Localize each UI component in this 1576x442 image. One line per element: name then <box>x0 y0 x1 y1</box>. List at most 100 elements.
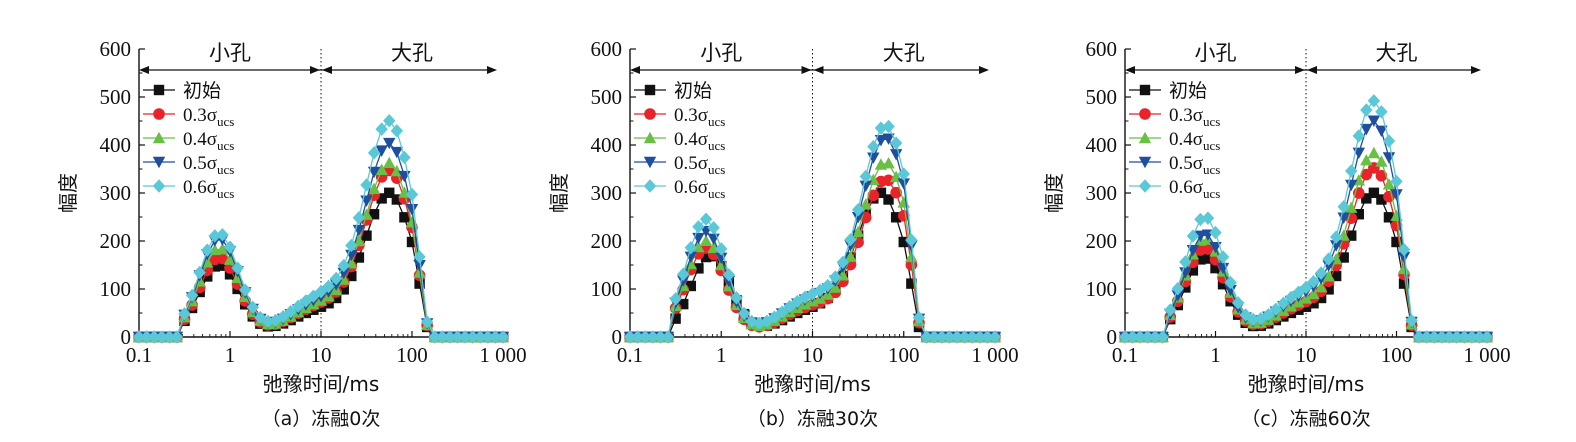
data-point <box>654 330 667 344</box>
data-point <box>897 178 910 190</box>
panel-caption: （a）冻融0次 <box>262 408 381 430</box>
data-point <box>132 330 146 344</box>
data-point <box>1299 280 1313 295</box>
data-point <box>193 265 206 280</box>
legend-label-base: 0.4σ <box>183 129 217 150</box>
data-point <box>451 330 464 344</box>
data-point <box>1367 94 1381 108</box>
y-tick-label: 200 <box>591 229 623 253</box>
region-label-small-pore: 小孔 <box>209 41 251 65</box>
data-point <box>383 113 396 128</box>
region-label-small-pore: 小孔 <box>1195 41 1237 65</box>
data-point <box>1308 298 1319 309</box>
data-point <box>1322 252 1335 266</box>
data-point <box>897 167 910 181</box>
data-point <box>1216 250 1230 264</box>
data-point <box>1345 201 1358 213</box>
data-point <box>1353 209 1364 220</box>
y-axis-title: 幅度 <box>547 173 571 213</box>
data-point <box>1186 229 1200 243</box>
data-point <box>859 198 872 210</box>
data-point <box>1202 253 1214 264</box>
data-point <box>1337 200 1350 214</box>
y-tick-label: 0 <box>1107 325 1118 349</box>
x-tick-label: 100 <box>1381 343 1413 367</box>
data-point <box>1195 254 1206 265</box>
data-point <box>1187 265 1199 276</box>
x-tick-label: 10 <box>311 343 332 367</box>
data-point <box>867 139 880 154</box>
data-point <box>345 238 358 253</box>
x-tick-label: 10 <box>802 343 823 367</box>
data-point <box>223 253 237 265</box>
data-point <box>314 284 328 299</box>
data-point <box>905 233 918 247</box>
data-point <box>867 189 880 202</box>
legend-label: 0.5σucs <box>1169 153 1220 177</box>
legend-marker <box>644 108 656 120</box>
data-point <box>1368 187 1380 198</box>
data-point <box>890 186 902 199</box>
arrow-left-head <box>1125 66 1135 74</box>
data-point <box>890 212 902 223</box>
data-point <box>155 330 168 344</box>
data-point <box>1345 179 1358 192</box>
data-point <box>874 135 888 147</box>
data-point <box>1217 279 1229 290</box>
data-point <box>707 220 720 235</box>
data-point <box>1323 284 1334 295</box>
data-point <box>338 284 349 295</box>
region-label-large-pore: 大孔 <box>883 41 925 65</box>
data-point <box>730 291 743 305</box>
data-point <box>1473 330 1486 344</box>
data-point <box>1450 330 1464 344</box>
data-point <box>1391 236 1402 248</box>
data-point <box>1480 330 1494 344</box>
data-point <box>1360 123 1373 136</box>
arrow-right-head <box>1471 66 1481 74</box>
data-point <box>367 146 381 160</box>
data-point <box>352 234 366 247</box>
legend-marker <box>153 84 165 96</box>
y-tick-label: 500 <box>100 85 132 109</box>
data-point <box>346 270 357 282</box>
data-point <box>737 306 751 321</box>
data-point <box>684 240 698 255</box>
y-tick-label: 500 <box>1086 85 1118 109</box>
legend-marker <box>152 156 166 169</box>
legend-marker <box>644 84 656 96</box>
data-point <box>337 258 350 273</box>
data-point <box>623 330 637 344</box>
legend-marker <box>643 179 657 193</box>
data-point <box>1398 278 1410 289</box>
data-point <box>1247 312 1260 327</box>
legend-label: 0.5σucs <box>674 153 725 177</box>
data-point <box>170 330 184 344</box>
data-point <box>140 330 153 344</box>
data-point <box>898 236 909 248</box>
legend-label-base: 0.3σ <box>183 105 217 126</box>
data-point <box>1360 153 1373 166</box>
x-tick-label: 0.1 <box>617 343 643 367</box>
arrow-left-head <box>1307 66 1317 74</box>
data-point <box>216 242 229 255</box>
data-point <box>1269 302 1283 317</box>
arrow-right-head <box>801 66 812 74</box>
data-point <box>178 307 191 321</box>
data-point <box>722 268 736 282</box>
data-point <box>390 124 404 138</box>
legend-label-base: 初始 <box>674 80 712 102</box>
data-point <box>413 250 426 264</box>
legend-label-subscript: ucs <box>217 162 234 177</box>
x-tick-label: 1 <box>1210 343 1221 367</box>
data-point <box>391 194 403 205</box>
data-point <box>669 292 682 306</box>
legend-marker <box>153 108 165 120</box>
data-point <box>1314 281 1328 293</box>
data-point <box>1352 129 1365 143</box>
data-point <box>223 240 237 254</box>
data-point <box>1118 330 1132 344</box>
